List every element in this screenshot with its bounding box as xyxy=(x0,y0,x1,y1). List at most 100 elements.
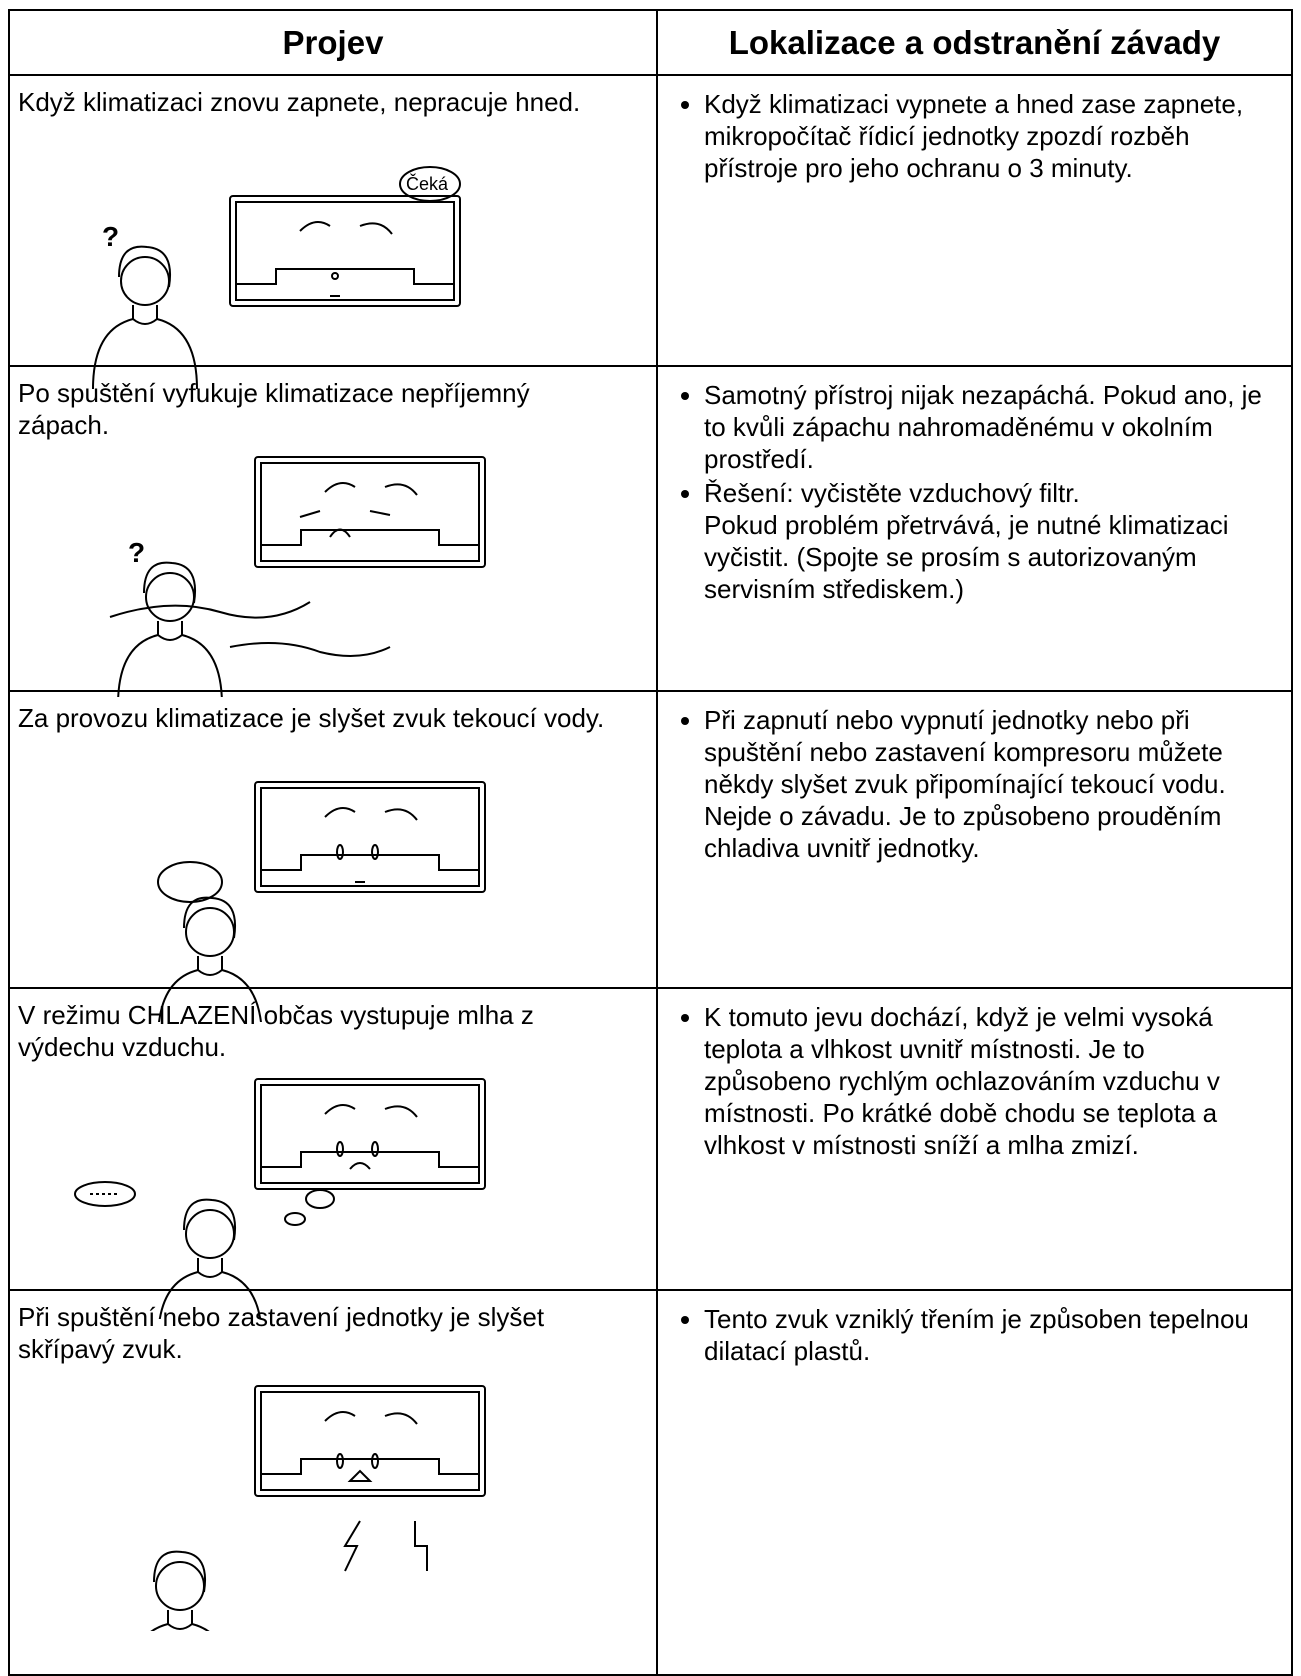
drawing xyxy=(260,462,480,562)
drawing xyxy=(347,1469,373,1482)
symptom-text: V režimu CHLAZENÍ občas vystupuje mlha z… xyxy=(18,1000,534,1062)
drawing xyxy=(185,1209,235,1259)
illustration: Čeká? xyxy=(92,166,461,390)
remedy-text: Pokud problém přetrvává, je nutné klimat… xyxy=(704,510,1229,604)
remedy-text: Při zapnutí nebo vypnutí jednotky nebo p… xyxy=(704,705,1226,863)
remedy-list: Samotný přístroj nijak nezapáchá. Pokud … xyxy=(658,379,1271,605)
remedy-text: Když klimatizaci vypnete a hned zase zap… xyxy=(704,89,1244,183)
header-cell: Lokalizace a odstranění závady xyxy=(656,9,1293,76)
remedy-cell: K tomuto jevu dochází, když je velmi vys… xyxy=(656,987,1293,1291)
drawing xyxy=(343,1520,428,1572)
drawing xyxy=(261,854,479,871)
illustration xyxy=(157,781,486,1022)
table-row: Když klimatizaci znovu zapnete, nepracuj… xyxy=(8,74,1293,390)
drawing: ? xyxy=(128,537,145,568)
header-cell: Projev xyxy=(8,9,658,76)
drawing xyxy=(229,195,461,307)
symptom-text: Po spuštění vyfukuje klimatizace nepříje… xyxy=(18,378,530,440)
drawing xyxy=(336,1141,344,1157)
ac-unit xyxy=(254,1385,486,1497)
person xyxy=(150,1550,210,1631)
drawing xyxy=(371,844,379,860)
remedy-text: Tento zvuk vzniklý třením je způsoben te… xyxy=(704,1304,1249,1366)
drawing xyxy=(349,1162,371,1170)
remedy-item: Když klimatizaci vypnete a hned zase zap… xyxy=(704,88,1271,184)
drawing xyxy=(284,1212,306,1226)
remedy-item: K tomuto jevu dochází, když je velmi vys… xyxy=(704,1001,1271,1161)
ac-unit xyxy=(254,1078,486,1190)
drawing xyxy=(157,861,223,903)
drawing xyxy=(120,256,170,306)
illustration xyxy=(150,1385,486,1631)
drawing xyxy=(324,482,418,496)
drawing xyxy=(260,1391,480,1491)
header-row: Projev Lokalizace a odstranění závady xyxy=(8,9,1293,76)
symptom-cell: Při spuštění nebo zastavení jednotky je … xyxy=(8,1289,658,1676)
drawing xyxy=(324,1411,418,1425)
bubble-text: Čeká xyxy=(406,173,449,194)
drawing xyxy=(254,781,486,893)
drawing xyxy=(92,245,198,390)
drawing xyxy=(336,1453,344,1469)
table-row: Za provozu klimatizace je slyšet zvuk te… xyxy=(8,690,1293,1022)
drawing xyxy=(254,1385,486,1497)
symptom-cell: Za provozu klimatizace je slyšet zvuk te… xyxy=(8,690,658,1022)
drawing xyxy=(305,1189,335,1209)
ac-unit xyxy=(254,781,486,893)
remedy-item: Řešení: vyčistěte vzduchový filtr.Pokud … xyxy=(704,477,1271,605)
remedy-cell: Samotný přístroj nijak nezapáchá. Pokud … xyxy=(656,365,1293,692)
remedy-cell: Při zapnutí nebo vypnutí jednotky nebo p… xyxy=(656,690,1293,989)
remedy-item: Tento zvuk vzniklý třením je způsoben te… xyxy=(704,1303,1271,1367)
drawing xyxy=(260,1084,480,1184)
drawing xyxy=(109,601,391,657)
troubleshooting-table: Projev Lokalizace a odstranění závady Kd… xyxy=(8,9,1293,1676)
drawing xyxy=(150,1550,210,1631)
drawing xyxy=(331,272,339,280)
remedy-text: Samotný přístroj nijak nezapáchá. Pokud … xyxy=(704,380,1262,474)
drawing xyxy=(260,787,480,887)
symptom-text: Při spuštění nebo zastavení jednotky je … xyxy=(18,1302,545,1364)
symptom-text: Když klimatizaci znovu zapnete, nepracuj… xyxy=(18,87,581,117)
drawing xyxy=(371,1141,379,1157)
drawing xyxy=(235,201,455,301)
table-row: Při spuštění nebo zastavení jednotky je … xyxy=(8,1289,1293,1676)
drawing xyxy=(155,1561,205,1611)
illustration: ? xyxy=(109,456,486,697)
remedy-cell: Tento zvuk vzniklý třením je způsoben te… xyxy=(656,1289,1293,1676)
drawing xyxy=(299,510,391,538)
drawing xyxy=(117,561,223,697)
table-row: Po spuštění vyfukuje klimatizace nepříje… xyxy=(8,365,1293,697)
drawing xyxy=(74,1181,136,1207)
drawing xyxy=(324,1104,418,1118)
remedy-item: Při zapnutí nebo vypnutí jednotky nebo p… xyxy=(704,704,1271,864)
person xyxy=(92,245,198,390)
drawing xyxy=(399,166,461,202)
remedy-cell: Když klimatizaci vypnete a hned zase zap… xyxy=(656,74,1293,367)
drawing xyxy=(299,221,393,235)
ac-unit xyxy=(254,456,486,568)
drawing xyxy=(336,844,344,860)
drawing xyxy=(145,572,195,622)
drawing xyxy=(261,1458,479,1475)
remedy-list: K tomuto jevu dochází, když je velmi vys… xyxy=(658,1001,1271,1161)
person xyxy=(117,561,223,697)
table-row: V režimu CHLAZENÍ občas vystupuje mlha z… xyxy=(8,987,1293,1319)
drawing: ? xyxy=(102,221,119,252)
drawing xyxy=(185,907,235,957)
remedy-item: Samotný přístroj nijak nezapáchá. Pokud … xyxy=(704,379,1271,475)
remedy-list: Tento zvuk vzniklý třením je způsoben te… xyxy=(658,1303,1271,1367)
remedy-text: K tomuto jevu dochází, když je velmi vys… xyxy=(704,1002,1220,1160)
drawing xyxy=(261,1151,479,1168)
remedy-text: Řešení: vyčistěte vzduchový filtr. xyxy=(704,478,1080,508)
remedy-list: Při zapnutí nebo vypnutí jednotky nebo p… xyxy=(658,704,1271,864)
illustration xyxy=(74,1078,486,1319)
drawing xyxy=(236,268,454,285)
drawing xyxy=(371,1453,379,1469)
drawing xyxy=(261,529,479,546)
remedy-list: Když klimatizaci vypnete a hned zase zap… xyxy=(658,88,1271,184)
drawing xyxy=(254,1078,486,1190)
drawing xyxy=(254,456,486,568)
symptom-cell: Po spuštění vyfukuje klimatizace nepříje… xyxy=(8,365,658,697)
